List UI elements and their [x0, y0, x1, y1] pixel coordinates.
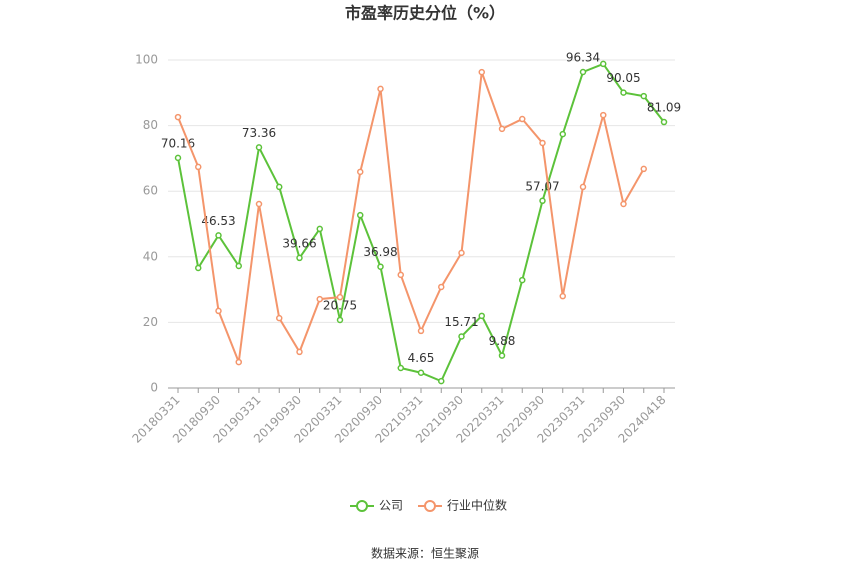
point	[539, 197, 546, 205]
legend-label: 公司	[379, 499, 403, 513]
point	[519, 276, 526, 284]
data-label: 57.07	[525, 179, 559, 193]
point	[620, 89, 627, 96]
point	[377, 85, 384, 93]
point	[458, 333, 465, 340]
point	[397, 364, 404, 372]
point	[660, 118, 668, 126]
point	[438, 377, 445, 385]
point	[519, 115, 526, 123]
point	[336, 293, 344, 301]
point	[600, 111, 607, 119]
point	[195, 163, 202, 171]
data-label: 73.36	[242, 126, 276, 140]
point	[336, 316, 344, 324]
data-label: 4.65	[408, 351, 435, 365]
point	[397, 271, 404, 279]
point	[195, 264, 202, 272]
point	[417, 369, 425, 376]
point	[600, 60, 607, 68]
point	[458, 249, 465, 257]
data-label: 96.34	[566, 51, 600, 65]
point	[316, 295, 323, 303]
point	[579, 68, 587, 76]
data-label: 15.71	[444, 315, 478, 329]
data-label: 90.05	[606, 71, 640, 85]
point	[478, 68, 485, 76]
line-series	[177, 71, 645, 363]
point	[620, 200, 627, 208]
source: 数据来源：恒生聚源	[371, 546, 479, 561]
y-tick-label: 0	[150, 381, 158, 395]
point	[255, 144, 263, 151]
point	[174, 154, 182, 162]
point	[377, 263, 384, 270]
point	[498, 125, 506, 133]
point	[316, 225, 323, 233]
point	[559, 130, 566, 138]
y-tick-label: 20	[143, 315, 158, 329]
point	[498, 352, 506, 359]
point	[357, 211, 364, 219]
point	[417, 327, 425, 335]
point	[559, 292, 566, 300]
point	[478, 312, 485, 320]
chart-title: 市盈率历史分位（%）	[345, 4, 505, 23]
y-tick-label: 40	[143, 249, 158, 263]
point	[215, 232, 222, 239]
point	[276, 183, 283, 191]
y-tick-label: 60	[143, 184, 158, 198]
point	[235, 358, 242, 366]
point	[357, 168, 364, 176]
point	[255, 200, 263, 208]
point	[235, 262, 242, 270]
point	[276, 314, 283, 322]
point	[174, 113, 182, 121]
point	[296, 254, 303, 262]
legend-marker	[424, 500, 436, 512]
data-label: 39.66	[282, 236, 316, 250]
legend-marker	[356, 500, 368, 512]
point	[215, 307, 222, 315]
point	[640, 165, 647, 173]
data-label: 81.09	[647, 101, 681, 115]
y-tick-label: 80	[143, 118, 158, 132]
y-tick-label: 100	[135, 53, 158, 67]
data-label: 36.98	[363, 245, 397, 259]
legend-label: 行业中位数	[447, 498, 507, 513]
point	[579, 183, 587, 191]
data-label: 20.75	[323, 298, 357, 312]
point	[539, 139, 546, 147]
point	[640, 92, 647, 100]
point	[296, 348, 303, 356]
data-label: 9.88	[489, 334, 516, 348]
data-label: 46.53	[201, 214, 235, 228]
point	[438, 283, 445, 291]
